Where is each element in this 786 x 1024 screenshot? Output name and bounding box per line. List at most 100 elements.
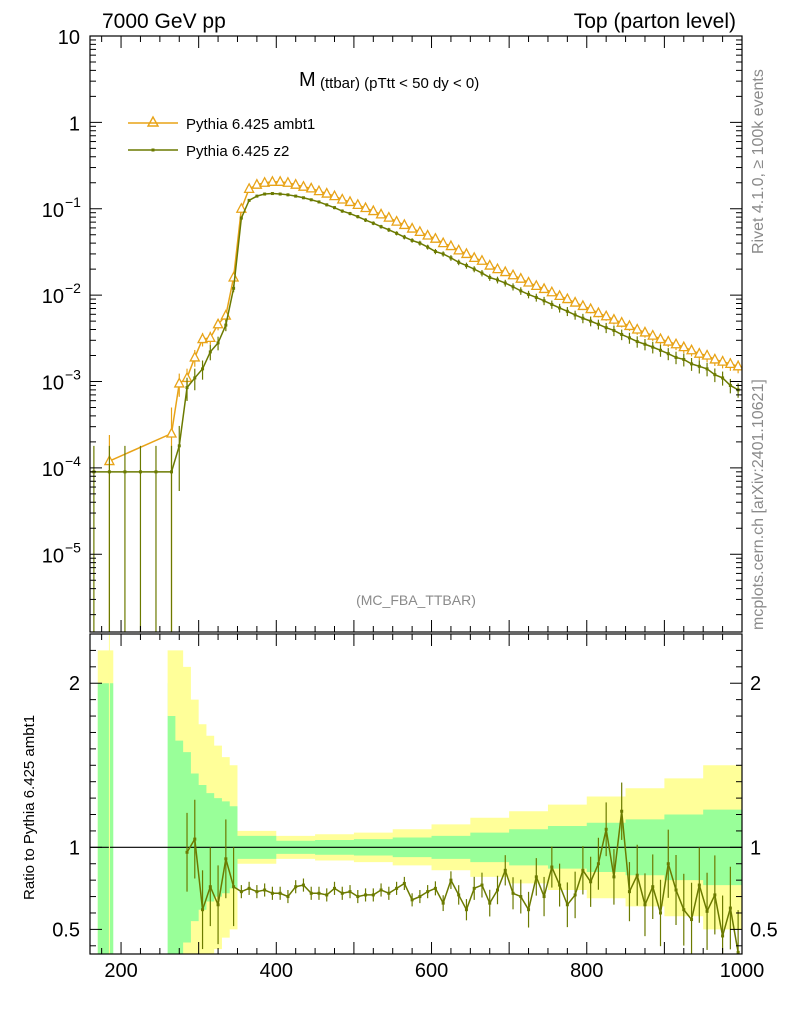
series-line-ambt1: [109, 181, 739, 462]
point-z2: [705, 367, 709, 371]
ratio-point-z2: [713, 893, 717, 897]
point-z2: [542, 299, 546, 303]
y-tick-label-top: 10: [42, 200, 64, 222]
point-ambt1: [243, 182, 255, 193]
point-z2: [527, 292, 531, 296]
point-ambt1: [282, 176, 294, 187]
ratio-point-z2: [728, 906, 732, 910]
point-z2: [433, 249, 437, 253]
ratio-point-z2: [426, 890, 430, 894]
point-ambt1: [290, 178, 302, 189]
ratio-point-z2: [596, 862, 600, 866]
y-tick-label-top: 10: [42, 373, 64, 395]
point-z2: [270, 192, 274, 196]
point-ambt1: [445, 239, 457, 251]
point-z2: [193, 376, 197, 380]
ratio-tick-label-right: 1: [750, 837, 761, 859]
point-ambt1: [647, 329, 659, 340]
point-ambt1: [554, 289, 566, 301]
ratio-point-z2: [402, 881, 406, 885]
point-z2: [573, 313, 577, 317]
point-z2: [581, 316, 585, 320]
ratio-point-z2: [395, 886, 399, 890]
ratio-point-z2: [410, 898, 414, 902]
point-ambt1: [724, 357, 736, 369]
point-ambt1: [352, 198, 364, 209]
point-ambt1: [328, 189, 341, 201]
point-z2: [286, 193, 290, 197]
point-ambt1: [569, 296, 581, 307]
point-ambt1: [359, 201, 372, 213]
ratio-point-z2: [457, 893, 461, 897]
point-ambt1: [391, 215, 403, 226]
point-z2: [441, 252, 445, 256]
point-z2: [612, 328, 616, 332]
ratio-point-z2: [651, 885, 655, 889]
legend-label-z2: Pythia 6.425 z2: [186, 143, 289, 160]
ratio-point-z2: [558, 883, 562, 887]
point-ambt1: [592, 306, 604, 318]
ratio-series-layer: [108, 634, 740, 954]
point-z2: [340, 209, 344, 213]
point-ambt1: [484, 259, 496, 270]
point-ambt1: [662, 335, 674, 346]
point-ambt1: [383, 211, 395, 222]
ratio-point-z2: [379, 888, 383, 892]
ratio-point-z2: [488, 901, 492, 905]
point-z2: [464, 264, 468, 268]
y-tick-exp-top: −4: [65, 453, 81, 469]
ratio-point-z2: [705, 909, 709, 913]
ratio-point-z2: [643, 903, 647, 907]
point-ambt1: [476, 254, 488, 265]
point-ambt1: [577, 299, 589, 311]
ratio-point-z2: [185, 850, 189, 854]
point-ambt1: [460, 247, 473, 259]
top-series-layer: [90, 175, 742, 632]
header-right: Top (parton level): [574, 10, 736, 33]
ratio-point-z2: [604, 827, 608, 831]
ratio-point-z2: [418, 895, 422, 899]
point-z2: [589, 319, 593, 323]
y-tick-label-top: 10: [58, 27, 80, 49]
axis-ticks: [90, 35, 743, 954]
point-ambt1: [561, 292, 573, 304]
ratio-point-z2: [364, 893, 368, 897]
ratio-point-z2: [721, 934, 725, 938]
point-z2: [449, 256, 453, 260]
point-ambt1: [165, 427, 178, 438]
point-ambt1: [251, 178, 263, 189]
ratio-point-z2: [433, 886, 437, 890]
point-z2: [511, 285, 515, 289]
y-tick-exp-top: −5: [65, 539, 81, 555]
point-ambt1: [623, 319, 636, 331]
legend-marker-ambt1: [146, 115, 160, 127]
point-z2: [426, 245, 430, 249]
point-z2: [410, 238, 414, 242]
point-z2: [596, 322, 600, 326]
point-ambt1: [429, 232, 441, 243]
ratio-point-z2: [216, 903, 220, 907]
ratio-point-z2: [573, 893, 577, 897]
point-ambt1: [173, 377, 185, 388]
chart-title-main: M: [299, 69, 316, 91]
ratio-point-z2: [333, 886, 336, 890]
y-tick-exp-top: −2: [65, 280, 81, 296]
ratio-point-z2: [511, 891, 515, 895]
ratio-point-z2: [620, 809, 624, 813]
point-ambt1: [422, 229, 434, 240]
point-ambt1: [685, 343, 698, 355]
ratio-point-z2: [325, 893, 329, 897]
ratio-point-z2: [301, 883, 305, 887]
point-ambt1: [228, 271, 240, 282]
ratio-point-z2: [472, 886, 476, 890]
ratio-point-z2: [666, 862, 670, 866]
point-z2: [138, 470, 142, 474]
mcplots-label: mcplots.cern.ch [arXiv:2401.10621]: [750, 379, 767, 630]
analysis-label: (MC_FBA_TTBAR): [356, 592, 476, 608]
point-z2: [123, 470, 127, 474]
ratio-point-z2: [441, 901, 445, 905]
point-z2: [317, 200, 321, 204]
point-z2: [550, 302, 554, 306]
ratio-tick-label-left: 1: [69, 837, 80, 859]
point-ambt1: [196, 332, 209, 344]
